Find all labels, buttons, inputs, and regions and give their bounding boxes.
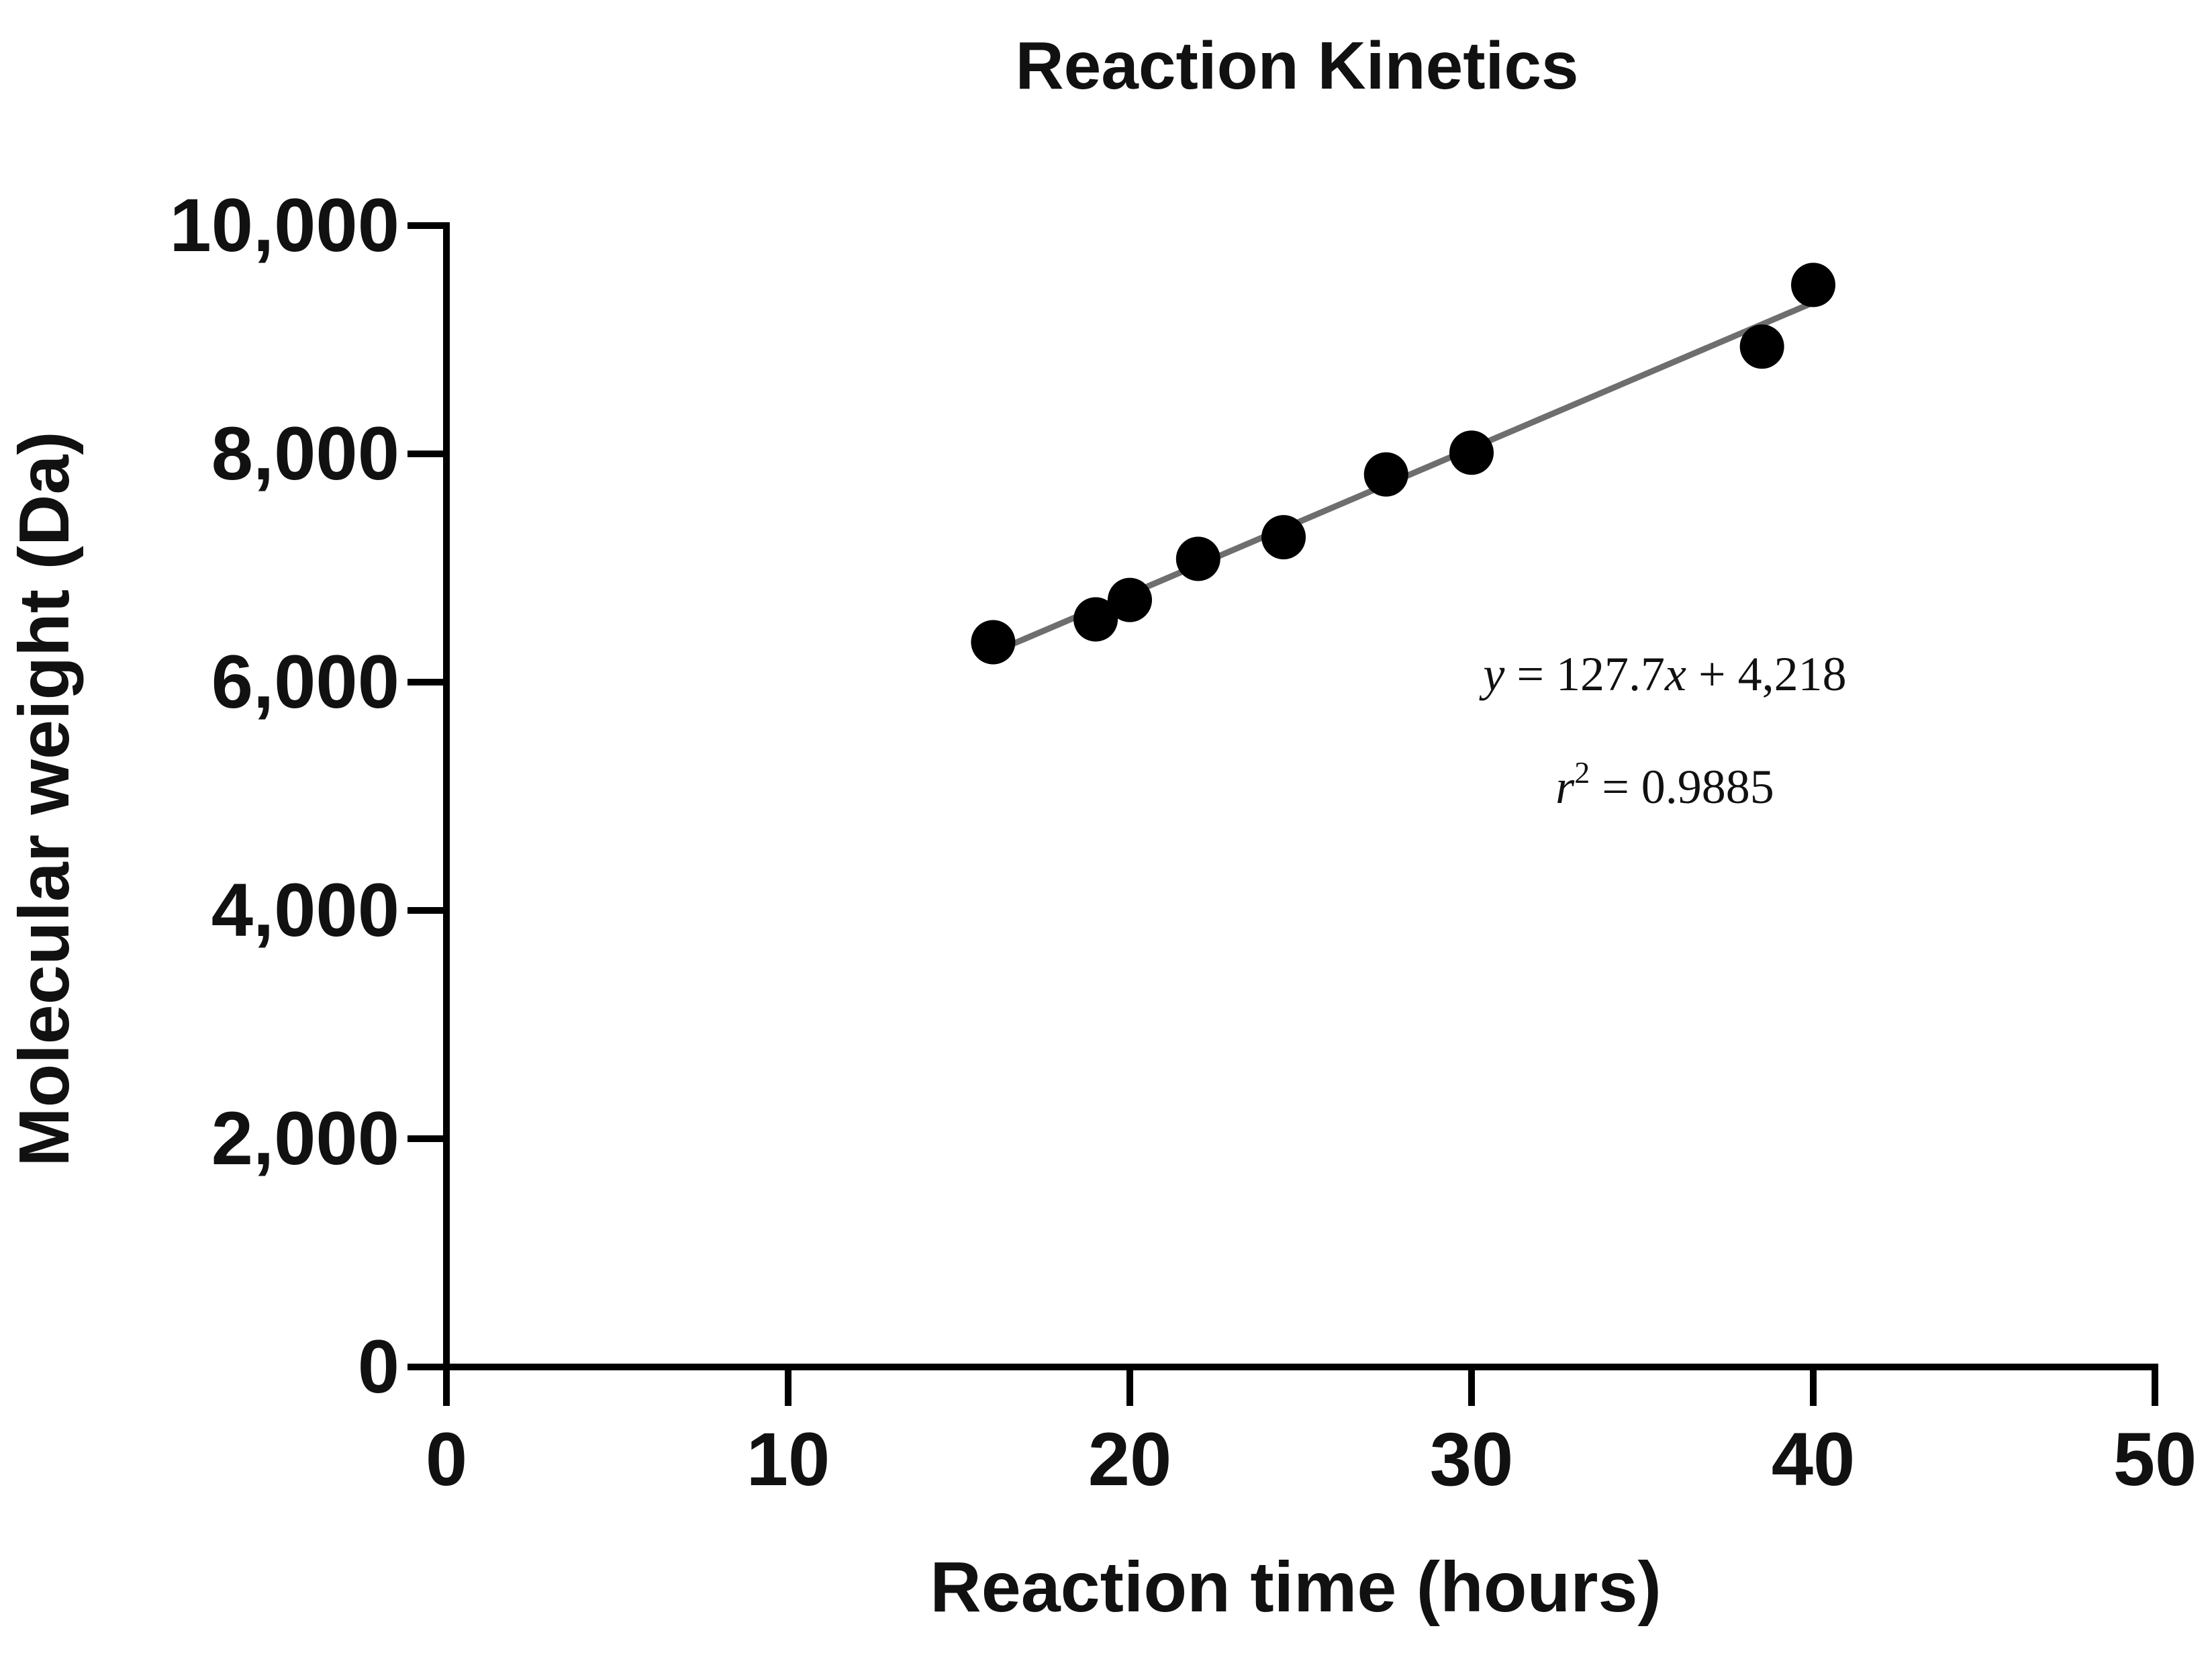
x-tick-label-50: 50	[2113, 1417, 2197, 1501]
regression-equation: y = 127.7x + 4,218	[1478, 647, 1846, 701]
y-tick-label-0: 0	[358, 1325, 399, 1409]
data-points	[971, 263, 1835, 665]
x-tick-label-20: 20	[1088, 1417, 1172, 1501]
r-squared-label: r2 = 0.9885	[1555, 755, 1774, 814]
equation-x-var: x	[1664, 647, 1686, 701]
data-point-6	[1363, 452, 1408, 497]
x-tick-label-0: 0	[426, 1417, 467, 1501]
data-point-1	[971, 620, 1016, 665]
x-tick-label-40: 40	[1772, 1417, 1856, 1501]
data-point-4	[1175, 536, 1220, 581]
y-tick-label-8000: 8,000	[211, 412, 399, 495]
data-point-3	[1108, 577, 1152, 622]
data-point-7	[1449, 430, 1494, 475]
equation-y-var: y	[1478, 647, 1504, 701]
data-point-8	[1739, 324, 1784, 369]
x-tick-label-30: 30	[1430, 1417, 1514, 1501]
r-squared-var: r	[1555, 760, 1575, 814]
y-tick-label-10000: 10,000	[169, 183, 399, 267]
r-squared-exponent: 2	[1574, 755, 1590, 790]
y-axis-ticks: 0 2,000 4,000 6,000 8,000 10,000	[169, 183, 446, 1409]
data-point-9	[1791, 263, 1835, 308]
chart-title: Reaction Kinetics	[1015, 28, 1578, 103]
data-point-5	[1261, 515, 1306, 560]
x-axis-label: Reaction time (hours)	[930, 1548, 1662, 1627]
y-axis-label: Molecular weight (Da)	[5, 431, 84, 1166]
axes	[443, 222, 2158, 1370]
data-point-2	[1073, 597, 1118, 642]
equation-slope: = 127.7	[1504, 647, 1665, 701]
r-squared-value: = 0.9885	[1590, 760, 1774, 814]
equation-intercept: + 4,218	[1686, 647, 1847, 701]
y-tick-label-4000: 4,000	[211, 868, 399, 952]
x-tick-label-10: 10	[747, 1417, 830, 1501]
y-tick-label-6000: 6,000	[211, 640, 399, 724]
x-axis-ticks: 0 10 20 30 40 50	[426, 1367, 2197, 1501]
y-tick-label-2000: 2,000	[211, 1096, 399, 1180]
